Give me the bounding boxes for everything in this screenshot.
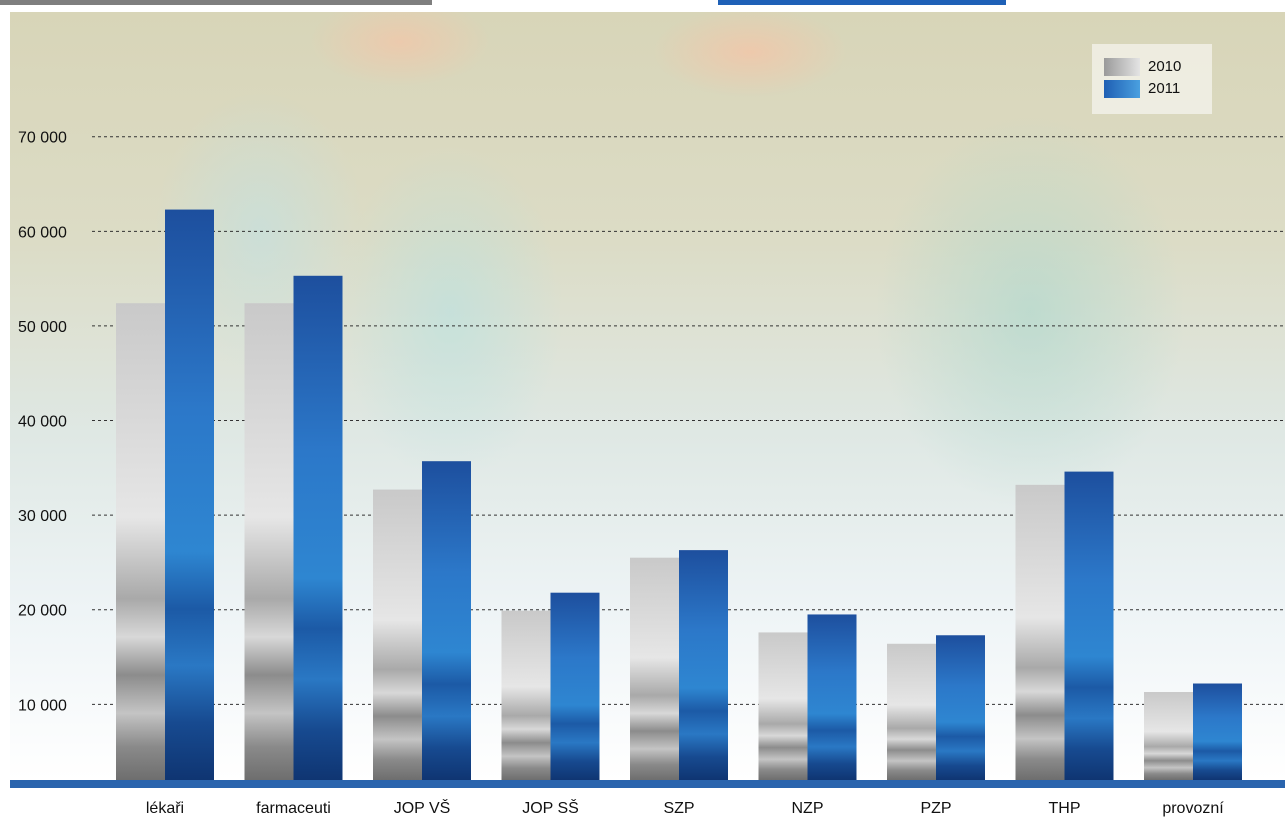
legend-swatch-2011: [1104, 80, 1140, 98]
bar-2010-5: [758, 632, 808, 780]
x-axis-bar: [10, 780, 1285, 788]
decorative-tab-blue: [718, 0, 1006, 5]
bar-2011-8: [1193, 683, 1242, 780]
y-tick-label: 60 000: [18, 224, 67, 241]
bar-2010-0: [116, 303, 165, 780]
bar-2011-7: [1064, 471, 1114, 780]
bar-2010-2: [373, 489, 422, 780]
x-category-label: JOP VŠ: [394, 798, 451, 817]
bar-2010-6: [887, 643, 936, 780]
legend-label-2010: 2010: [1148, 58, 1182, 75]
x-category-label: farmaceuti: [256, 800, 331, 817]
x-category-label: PZP: [920, 800, 951, 817]
y-tick-label: 40 000: [18, 414, 67, 431]
x-category-label: provozní: [1162, 800, 1224, 817]
y-tick-label: 20 000: [18, 603, 67, 620]
bar-2011-5: [807, 614, 857, 780]
x-category-label: NZP: [792, 800, 824, 817]
x-category-label: JOP SŠ: [522, 798, 579, 817]
x-category-label: lékaři: [146, 800, 184, 817]
bar-2011-4: [679, 550, 728, 780]
decorative-tab-gray: [0, 0, 432, 5]
bar-2010-4: [630, 557, 679, 780]
legend: 2010 2011: [1092, 44, 1212, 114]
bar-2011-2: [422, 461, 471, 780]
bar-2010-3: [501, 610, 551, 780]
legend-swatch-2010: [1104, 58, 1140, 76]
bar-2011-3: [550, 592, 600, 780]
y-tick-label: 10 000: [18, 697, 67, 714]
bar-2010-7: [1015, 484, 1065, 780]
bar-2011-1: [293, 275, 343, 780]
bar-2011-6: [936, 635, 985, 780]
bar-2010-1: [244, 303, 294, 780]
y-tick-label: 30 000: [18, 508, 67, 525]
bar-2010-8: [1144, 692, 1193, 780]
x-category-label: THP: [1049, 800, 1081, 817]
y-tick-label: 70 000: [18, 130, 67, 147]
legend-label-2011: 2011: [1148, 80, 1181, 97]
y-tick-label: 50 000: [18, 319, 67, 336]
x-category-label: SZP: [663, 800, 694, 817]
bar-2011-0: [165, 209, 214, 780]
